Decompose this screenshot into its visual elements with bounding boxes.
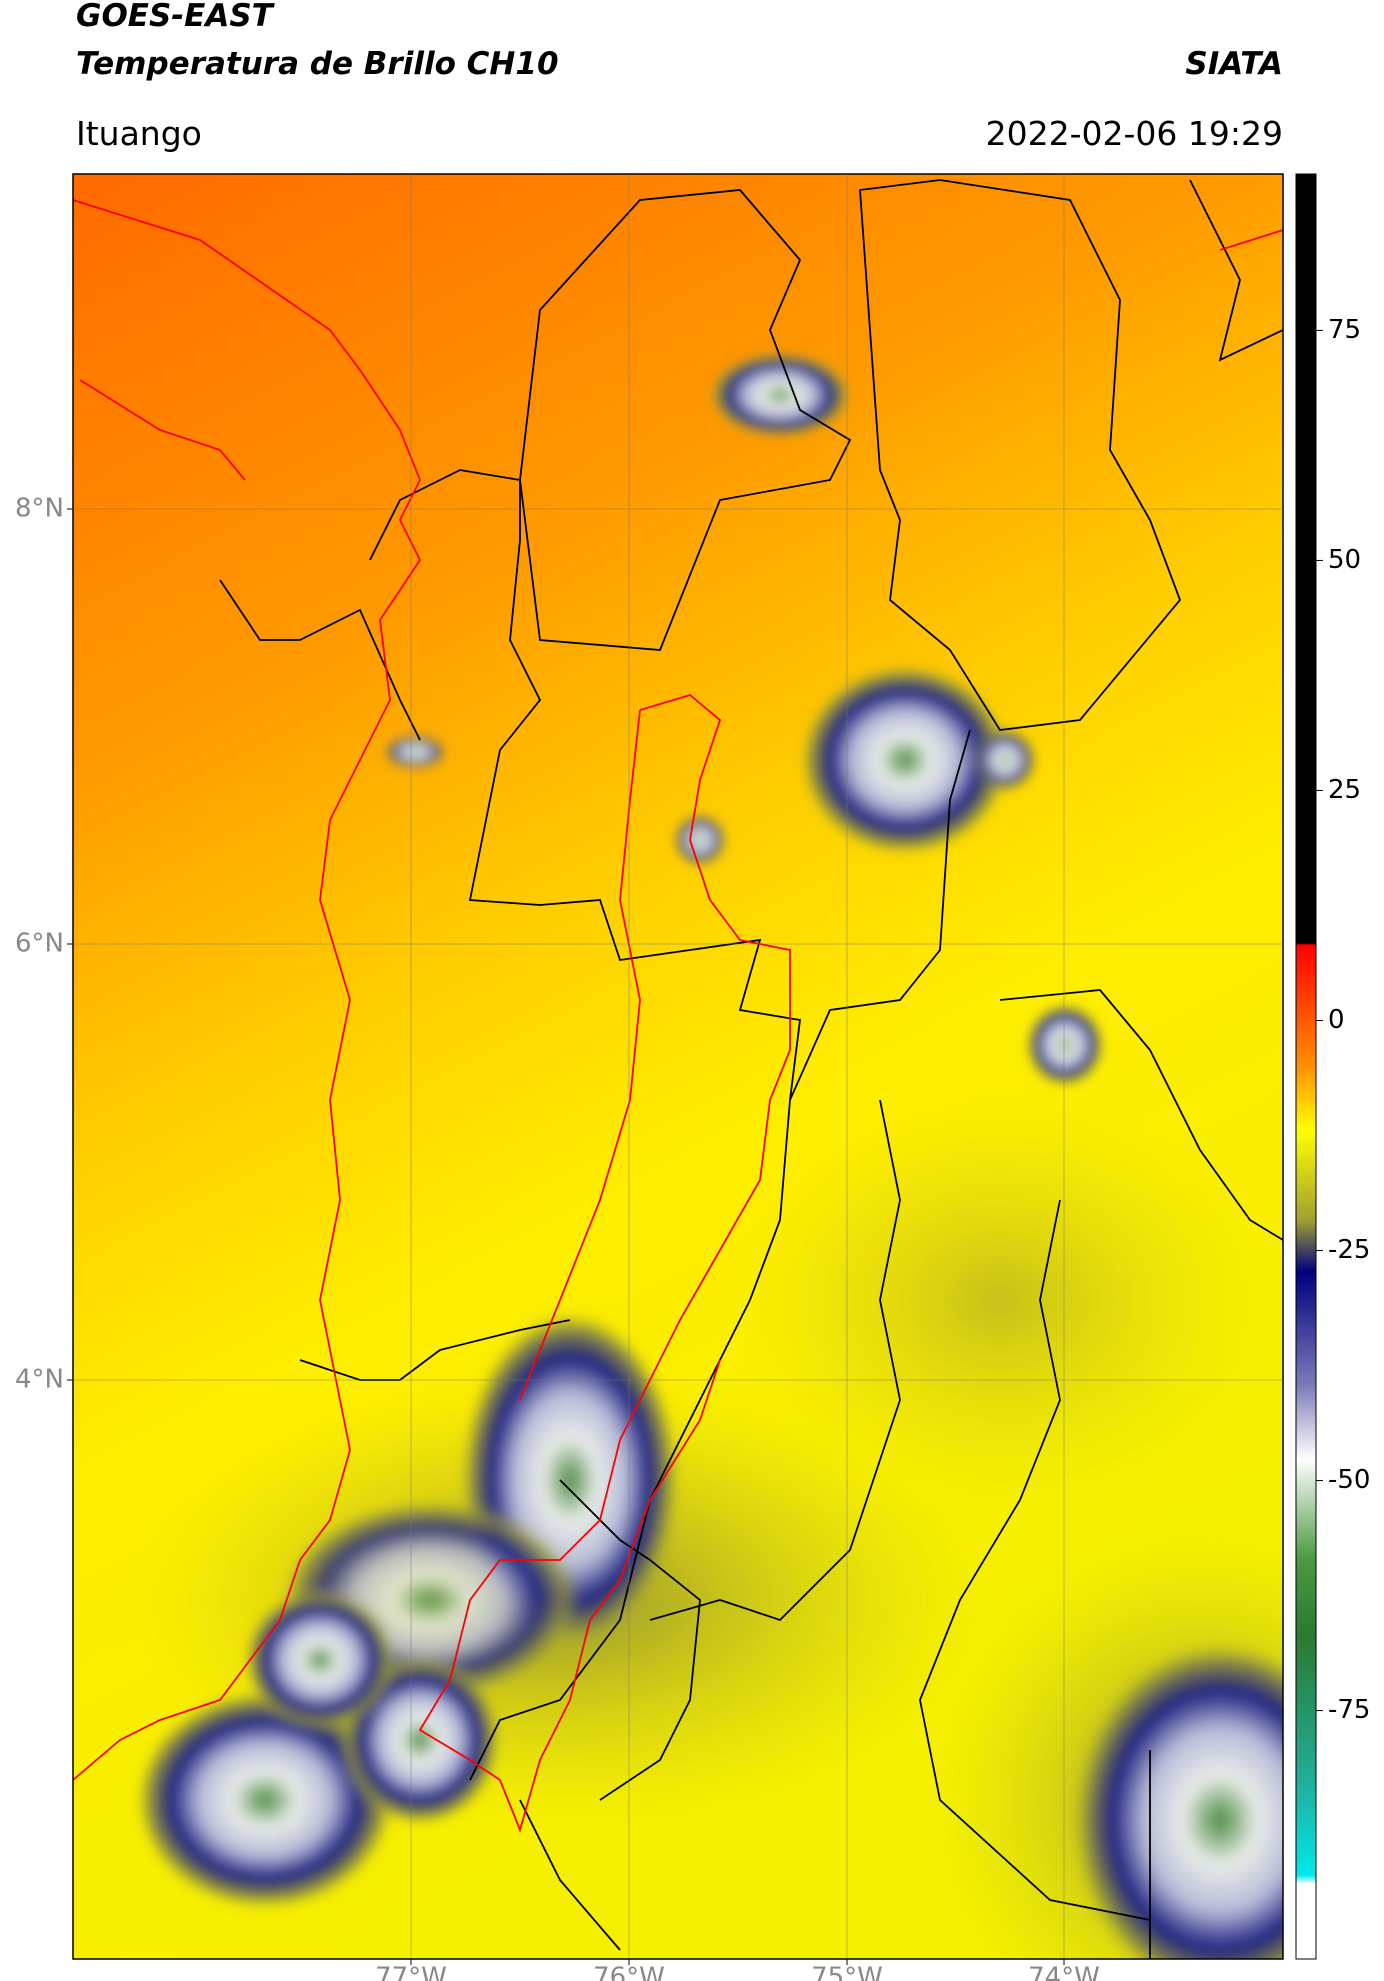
- colorbar: [1295, 173, 1317, 1960]
- map-image: [73, 174, 1283, 1959]
- colorbar-tick-label: -75: [1328, 1695, 1370, 1725]
- title: GOES-EAST: [76, 0, 273, 34]
- lat-label: 4°N: [15, 1365, 64, 1395]
- lon-label: 77°W: [375, 1963, 447, 1981]
- lat-label: 6°N: [15, 929, 64, 959]
- lon-label: 76°W: [593, 1963, 665, 1981]
- location: Ituango: [76, 114, 202, 153]
- datetime: 2022-02-06 19:29: [985, 114, 1283, 153]
- colorbar-tick-label: 25: [1328, 775, 1361, 805]
- colorbar-tick-label: -25: [1328, 1235, 1370, 1265]
- lon-label: 74°W: [1028, 1963, 1100, 1981]
- source: SIATA: [1185, 46, 1283, 82]
- lat-label: 8°N: [15, 494, 64, 524]
- colorbar-tick-label: 50: [1328, 545, 1361, 575]
- colorbar-tick-label: -50: [1328, 1465, 1370, 1495]
- colorbar-tick-label: 75: [1328, 315, 1361, 345]
- map-frame: [72, 173, 1284, 1960]
- colorbar-tick-label: 0: [1328, 1005, 1345, 1035]
- subtitle: Temperatura de Brillo CH10: [76, 46, 559, 82]
- lon-label: 75°W: [811, 1963, 883, 1981]
